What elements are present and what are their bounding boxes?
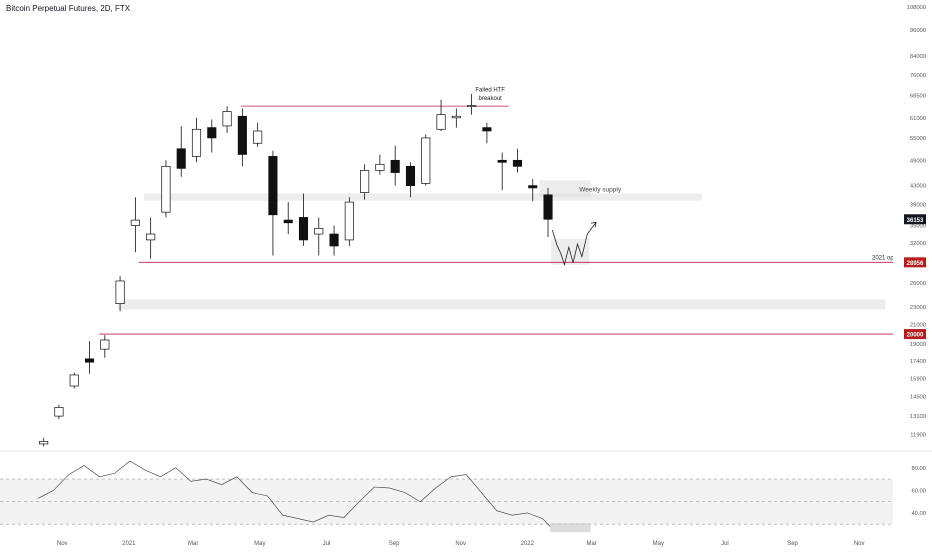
annotation-0: Failed HTF xyxy=(475,88,505,94)
price-tick-label-17: 15900 xyxy=(910,377,926,383)
x-tick-label-7: 2022 xyxy=(521,541,535,547)
rsi-tick-label-2: 40.00 xyxy=(911,511,926,517)
zone-2 xyxy=(539,180,591,197)
annotation-1: breakout xyxy=(478,96,502,102)
candle-body-9 xyxy=(176,148,186,169)
candle-body-8 xyxy=(161,165,171,213)
zone-1 xyxy=(117,299,886,310)
price-tick-label-12: 26000 xyxy=(910,281,926,287)
price-tick-label-6: 55000 xyxy=(910,136,926,142)
price-tag-0: 36153 xyxy=(907,218,924,224)
price-tick-label-1: 96000 xyxy=(910,28,926,34)
projection-path xyxy=(552,222,597,267)
price-tick-label-14: 21000 xyxy=(910,323,926,329)
candle-body-29 xyxy=(482,127,492,132)
candle-body-12 xyxy=(222,111,232,127)
candle-body-3 xyxy=(84,358,95,363)
price-tick-label-2: 84000 xyxy=(910,54,926,60)
price-tick-label-15: 19000 xyxy=(910,342,926,348)
price-tick-label-9: 39000 xyxy=(910,203,926,209)
candle-body-16 xyxy=(283,219,293,224)
x-tick-label-9: May xyxy=(653,541,664,547)
price-tick-label-16: 17400 xyxy=(910,359,926,365)
x-tick-label-6: Nov xyxy=(455,541,466,547)
price-tick-label-8: 43000 xyxy=(910,184,926,190)
x-tick-label-1: 2021 xyxy=(122,541,136,547)
candle-body-7 xyxy=(146,233,156,241)
rsi-tick-label-1: 60.00 xyxy=(911,488,926,494)
candle-body-1 xyxy=(54,407,64,417)
chart-title: Bitcoin Perpetual Futures, 2D, FTX xyxy=(6,4,131,13)
price-tick-label-10: 35000 xyxy=(910,224,926,230)
candle-body-18 xyxy=(314,227,324,235)
candle-body-14 xyxy=(253,130,263,144)
candle-body-27 xyxy=(451,115,461,119)
price-tick-label-7: 49000 xyxy=(910,158,926,164)
price-tick-label-19: 13100 xyxy=(910,414,926,420)
x-tick-label-3: May xyxy=(254,541,265,547)
zone-label-2: Weekly supply xyxy=(579,187,622,194)
candle-body-20 xyxy=(344,201,354,241)
price-tick-label-13: 23000 xyxy=(910,305,926,311)
x-tick-label-8: Mar xyxy=(587,541,597,547)
candle-body-11 xyxy=(207,127,217,139)
price-tick-label-11: 32000 xyxy=(910,241,926,247)
candle-body-26 xyxy=(436,114,446,130)
rsi-line xyxy=(38,460,551,527)
candle-body-6 xyxy=(130,219,140,226)
price-tick-label-5: 61000 xyxy=(910,116,926,122)
price-tick-label-3: 76000 xyxy=(910,73,926,79)
x-tick-label-10: Jul xyxy=(721,541,729,547)
candle-body-33 xyxy=(543,194,553,220)
candle-body-21 xyxy=(360,170,370,193)
candle-body-22 xyxy=(375,163,385,171)
candle-body-17 xyxy=(298,217,309,241)
price-tag-bg-0 xyxy=(904,214,926,225)
candle-body-30 xyxy=(497,159,507,163)
price-tag-bg-1 xyxy=(904,257,926,268)
x-tick-label-4: Jul xyxy=(323,541,331,547)
price-tick-label-18: 14500 xyxy=(910,394,926,400)
candle-body-2 xyxy=(69,374,79,387)
projection-arrowhead xyxy=(590,221,597,228)
candle-body-19 xyxy=(329,233,339,247)
x-tick-label-0: Nov xyxy=(57,541,68,547)
price-tick-label-0: 108000 xyxy=(907,5,926,11)
candle-body-23 xyxy=(390,159,400,173)
x-tick-label-12: Nov xyxy=(854,541,865,547)
candle-body-5 xyxy=(115,280,125,304)
candle-body-24 xyxy=(405,165,416,186)
zone-0 xyxy=(144,193,702,201)
rsi-zone xyxy=(550,523,591,533)
x-tick-label-2: Mar xyxy=(188,541,198,547)
rsi-tick-label-0: 80.00 xyxy=(911,466,926,472)
candle-body-15 xyxy=(268,156,278,216)
candle-body-0 xyxy=(39,441,49,445)
price-axis-bg xyxy=(893,0,932,550)
candle-body-25 xyxy=(421,137,431,184)
candle-body-13 xyxy=(237,115,247,155)
price-tag-bg-2 xyxy=(904,329,926,340)
x-tick-label-5: Sep xyxy=(389,541,400,547)
price-tick-label-4: 68500 xyxy=(910,93,926,99)
level-label-1: 2021 open xyxy=(872,255,900,261)
candle-body-28 xyxy=(467,105,477,107)
candle-body-31 xyxy=(512,159,523,167)
candle-body-32 xyxy=(528,185,538,189)
x-tick-label-11: Sep xyxy=(787,541,798,547)
price-tag-1: 28956 xyxy=(907,261,924,267)
candle-body-4 xyxy=(100,339,110,350)
price-tag-2: 20000 xyxy=(907,333,924,339)
candle-body-10 xyxy=(191,128,202,157)
price-tick-label-20: 11900 xyxy=(910,433,926,439)
